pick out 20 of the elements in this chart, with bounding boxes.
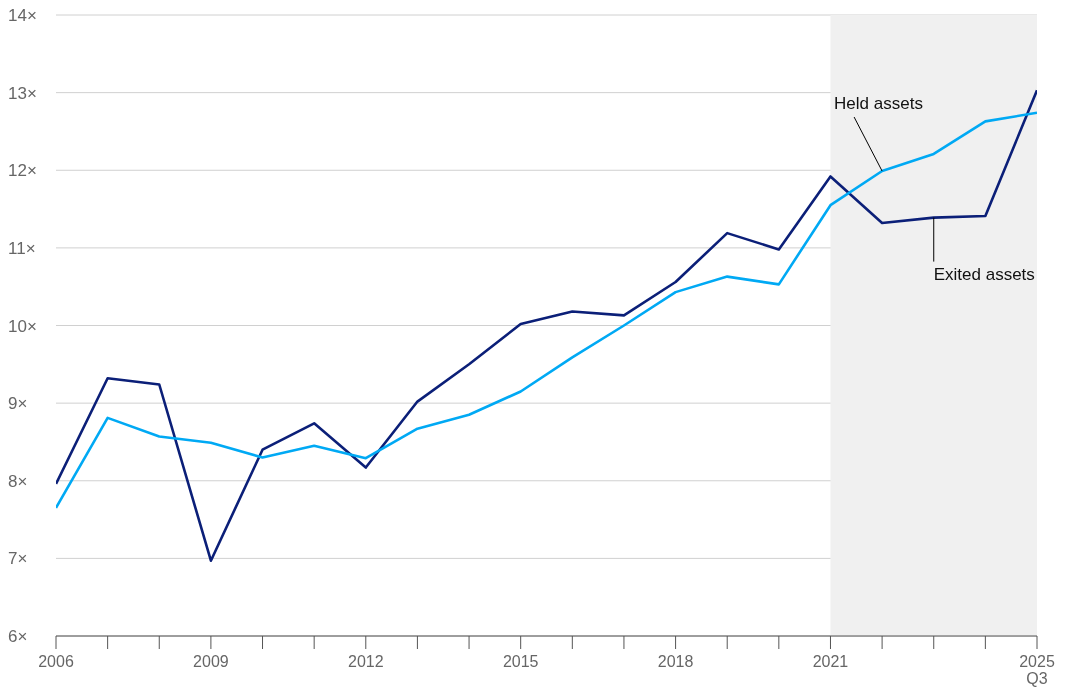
y-tick-label: 6× (8, 627, 28, 647)
y-tick-label: 9× (8, 394, 28, 414)
x-tick-label: 2015 (502, 653, 539, 670)
x-tick-label: 2012 (347, 653, 384, 670)
x-tick-label: 2009 (193, 653, 229, 670)
y-tick-label: 7× (8, 549, 28, 569)
x-tick-label: 2025 Q3 (1019, 653, 1055, 687)
y-tick-label: 14× (8, 6, 37, 26)
text: Held assets (834, 94, 923, 114)
text: Exited assets (933, 264, 1035, 284)
x-tick-label: 2006 (38, 653, 74, 670)
y-tick-label: 12× (8, 161, 37, 181)
y-tick-label: 11× (8, 238, 36, 258)
x-tick-label: 2021 (812, 653, 849, 670)
y-tick-label: 8× (8, 471, 28, 491)
y-tick-label: 10× (8, 316, 37, 336)
line-series (56, 111, 1037, 510)
x-tick-label: 2018 (657, 653, 694, 670)
line-series (56, 89, 1037, 562)
y-tick-label: 13× (8, 83, 37, 103)
